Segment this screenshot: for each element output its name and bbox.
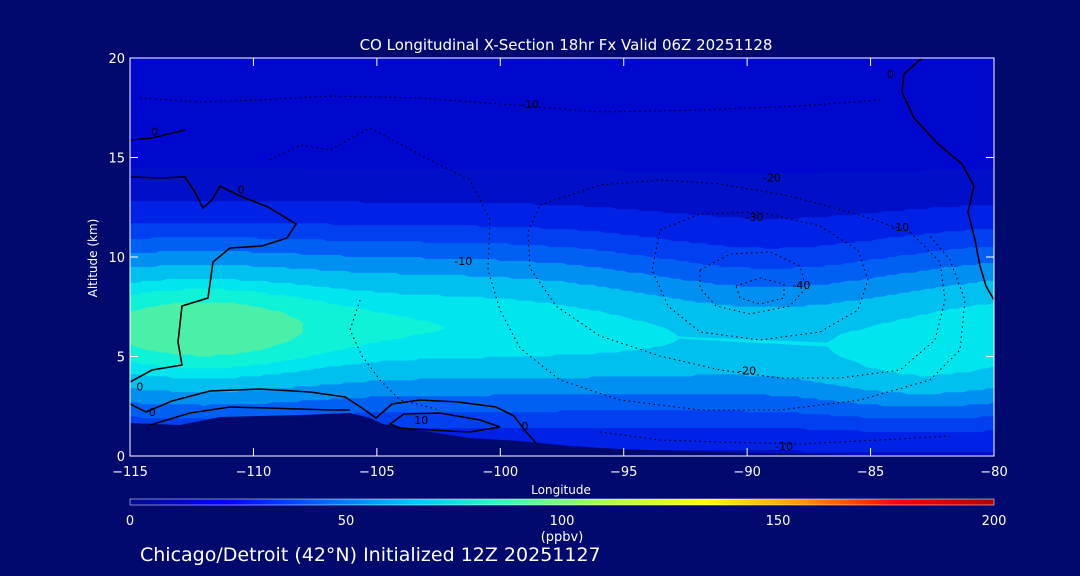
x-tick-label: −80 (980, 465, 1007, 480)
contour-label: 10 (414, 414, 428, 427)
footer-caption: Chicago/Detroit (42°N) Initialized 12Z 2… (140, 544, 601, 566)
contour-line-minus20 (527, 179, 946, 379)
contour-label: -10 (891, 221, 909, 234)
filled-contour-bands (130, 167, 994, 456)
contour-line-minus10-west (349, 299, 441, 411)
contour-line-ten (388, 412, 501, 433)
x-tick-label: −85 (857, 465, 884, 480)
contour-line-minus45 (735, 277, 785, 305)
colorbar-unit-label: (ppbv) (541, 530, 584, 545)
x-tick-label: −90 (733, 465, 760, 480)
contour-line-zero-lower (130, 388, 537, 444)
colorbar-tick-label: 50 (338, 514, 355, 529)
contour-label: 0 (136, 380, 143, 393)
x-axis: −115 −110 −105 −100 −95 −90 −85 −80 (112, 58, 1008, 480)
contour-label: -40 (792, 279, 810, 292)
contour-label: 0 (521, 420, 528, 433)
contour-label: -10 (775, 440, 793, 453)
contour-line-minus10-surface (599, 431, 951, 445)
x-tick-label: −105 (359, 465, 395, 480)
y-tick-label: 15 (108, 152, 125, 167)
contour-line-zero-west (130, 176, 298, 383)
contour-label: -30 (746, 211, 764, 224)
colorbar-tick-label: 0 (126, 514, 134, 529)
contour-line-zero-surface (149, 406, 350, 426)
contour-line-minus10-upper (139, 95, 881, 113)
terrain-mask (130, 413, 994, 456)
contour-label: -10 (454, 255, 472, 268)
dotted-contours (139, 95, 966, 445)
chart-title: CO Longitudinal X-Section 18hr Fx Valid … (360, 36, 773, 54)
y-axis: 0 5 10 15 20 (108, 52, 994, 465)
colorbar (129, 498, 995, 506)
contour-label: -20 (763, 171, 781, 184)
contour-label: -20 (738, 364, 756, 377)
solid-contours (130, 58, 994, 444)
y-axis-label: Altitude (km) (86, 219, 100, 298)
contour-band (130, 278, 994, 379)
x-tick-label: −115 (112, 465, 148, 480)
colorbar-tick-label: 100 (550, 514, 575, 529)
y-tick-label: 0 (117, 450, 125, 465)
x-tick-label: −110 (236, 465, 272, 480)
y-tick-label: 20 (108, 52, 125, 67)
contour-label: 0 (149, 406, 156, 419)
contour-line-zero-upper-left (130, 129, 186, 141)
x-axis-label: Longitude (531, 483, 591, 497)
colorbar-tick-label: 200 (982, 514, 1007, 529)
contour-label: 0 (887, 68, 894, 81)
colorbar-tick-label: 150 (766, 514, 791, 529)
contour-band (130, 302, 303, 357)
x-tick-label: −100 (482, 465, 518, 480)
contour-line-minus10-outer (269, 127, 966, 411)
x-tick-label: −95 (610, 465, 637, 480)
contour-line-zero-east (901, 58, 994, 301)
contour-label: 0 (238, 183, 245, 196)
colorbar-ticks: 0 50 100 150 200 (126, 514, 1007, 529)
contour-label: -10 (521, 98, 539, 111)
contour-label: 0 (151, 126, 158, 139)
y-tick-label: 10 (108, 251, 125, 266)
y-tick-label: 5 (117, 351, 125, 366)
